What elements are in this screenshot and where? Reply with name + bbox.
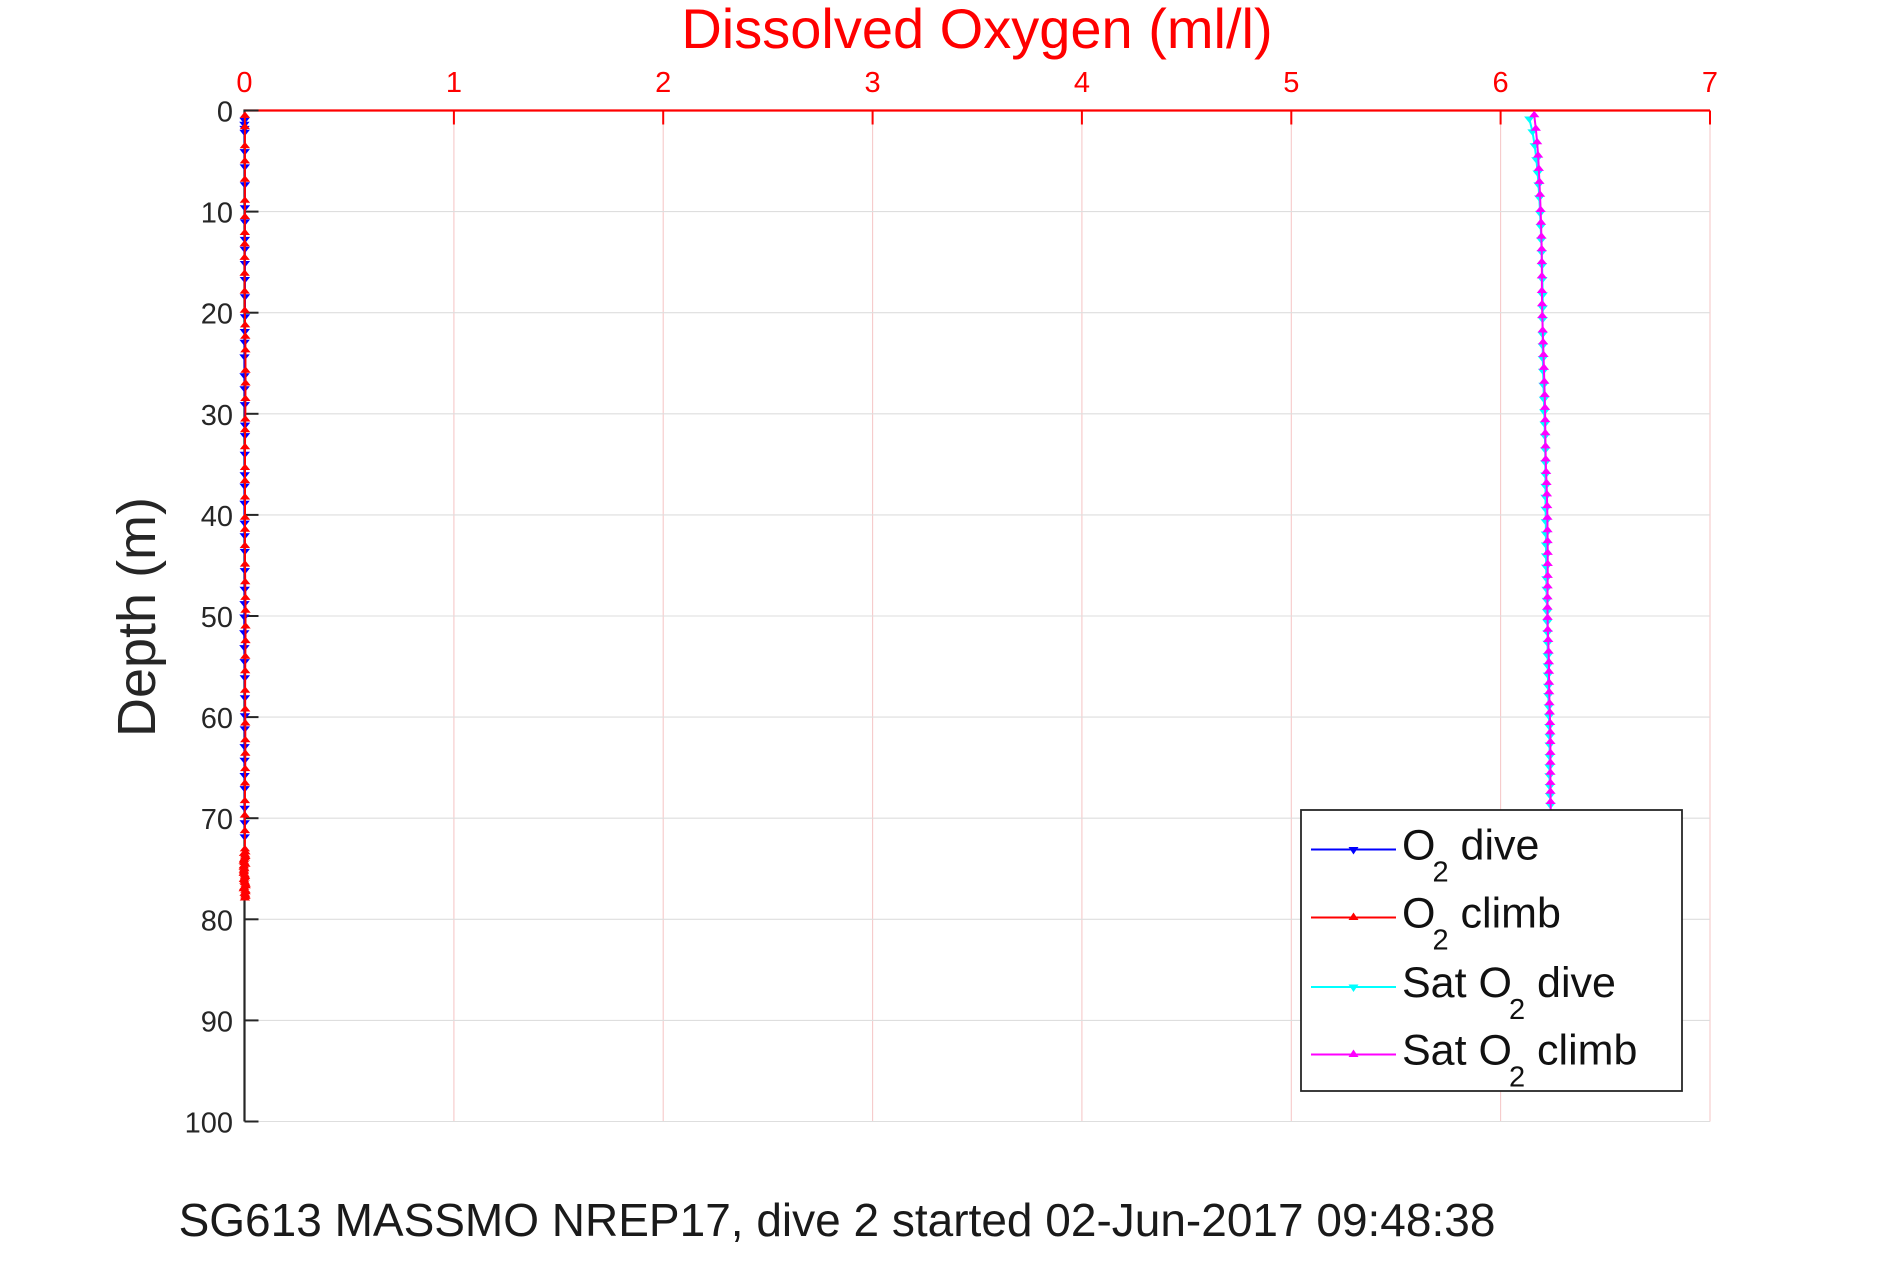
- svg-text:5: 5: [1283, 67, 1299, 99]
- svg-text:10: 10: [201, 198, 233, 230]
- svg-text:70: 70: [201, 804, 233, 836]
- svg-text:Dissolved Oxygen (ml/l): Dissolved Oxygen (ml/l): [681, 0, 1272, 60]
- svg-text:20: 20: [201, 299, 233, 331]
- svg-text:0: 0: [217, 97, 233, 129]
- svg-text:60: 60: [201, 703, 233, 735]
- svg-text:7: 7: [1702, 67, 1718, 99]
- svg-text:0: 0: [236, 67, 252, 99]
- svg-text:6: 6: [1493, 67, 1509, 99]
- svg-text:50: 50: [201, 602, 233, 634]
- svg-text:SG613 MASSMO NREP17, dive 2 st: SG613 MASSMO NREP17, dive 2 started 02-J…: [179, 1194, 1496, 1246]
- svg-text:Depth (m): Depth (m): [107, 497, 167, 737]
- svg-text:90: 90: [201, 1006, 233, 1038]
- svg-text:40: 40: [201, 501, 233, 533]
- svg-text:4: 4: [1074, 67, 1090, 99]
- svg-text:1: 1: [446, 67, 462, 99]
- svg-text:2: 2: [655, 67, 671, 99]
- svg-text:80: 80: [201, 905, 233, 937]
- svg-text:100: 100: [185, 1108, 233, 1140]
- svg-text:3: 3: [865, 67, 881, 99]
- svg-text:30: 30: [201, 400, 233, 432]
